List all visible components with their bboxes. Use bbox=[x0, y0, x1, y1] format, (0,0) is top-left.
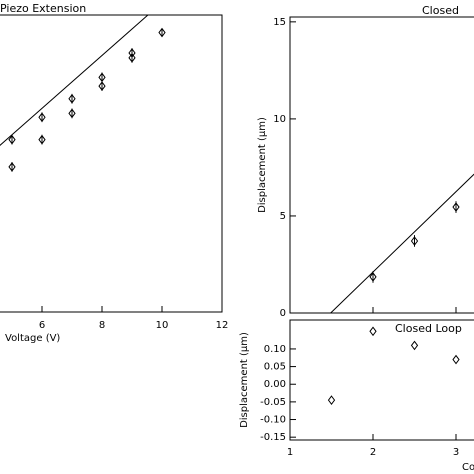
data-point bbox=[68, 108, 76, 119]
chart-title: Closed Loop bbox=[395, 322, 462, 335]
data-point bbox=[452, 202, 460, 212]
x-tick-label: 10 bbox=[156, 320, 169, 331]
plot-frame bbox=[289, 16, 474, 314]
data-point bbox=[98, 72, 106, 83]
y-tick-label: 0.00 bbox=[264, 379, 286, 390]
y-tick-label: 10 bbox=[273, 114, 286, 125]
y-tick-label: 0.05 bbox=[264, 362, 286, 373]
data-point bbox=[369, 326, 377, 337]
data-point bbox=[98, 81, 106, 91]
y-axis-label: Displacement (μm) bbox=[257, 117, 268, 213]
plot-frame bbox=[0, 14, 223, 313]
x-axis-label: Conte bbox=[462, 462, 474, 473]
x-tick-label: 6 bbox=[39, 320, 45, 331]
data-point bbox=[158, 27, 166, 38]
data-point bbox=[128, 53, 136, 63]
x-tick-label: 8 bbox=[99, 320, 105, 331]
x-tick-label: 3 bbox=[453, 447, 459, 458]
x-tick-label: 1 bbox=[287, 447, 293, 458]
data-point bbox=[327, 395, 336, 405]
fit-line bbox=[330, 173, 474, 314]
data-point bbox=[410, 236, 419, 246]
x-tick-label: 12 bbox=[216, 320, 229, 331]
plot-frame bbox=[289, 319, 474, 441]
data-point bbox=[8, 162, 16, 172]
y-tick-label: -0.15 bbox=[260, 432, 286, 443]
data-point bbox=[410, 340, 419, 351]
y-tick-label: 0.10 bbox=[264, 344, 286, 355]
x-axis-label: Voltage (V) bbox=[5, 333, 60, 344]
y-axis-label: Displacement (μm) bbox=[239, 332, 250, 428]
data-point bbox=[452, 354, 460, 365]
y-tick-label: 5 bbox=[280, 211, 286, 222]
y-tick-label: -0.05 bbox=[260, 397, 286, 408]
y-tick-label: -0.10 bbox=[260, 415, 286, 426]
fit-line bbox=[0, 14, 149, 147]
y-tick-label: 15 bbox=[273, 17, 286, 28]
data-point bbox=[128, 48, 136, 58]
chart-title: Closed bbox=[422, 4, 459, 17]
y-tick-label: 0 bbox=[280, 308, 286, 319]
data-point bbox=[38, 112, 46, 123]
data-point bbox=[68, 93, 76, 104]
data-point bbox=[369, 272, 377, 282]
x-tick-label: 2 bbox=[370, 447, 376, 458]
data-point bbox=[38, 134, 46, 145]
chart-title: Piezo Extension bbox=[0, 2, 86, 15]
data-point bbox=[8, 134, 16, 145]
